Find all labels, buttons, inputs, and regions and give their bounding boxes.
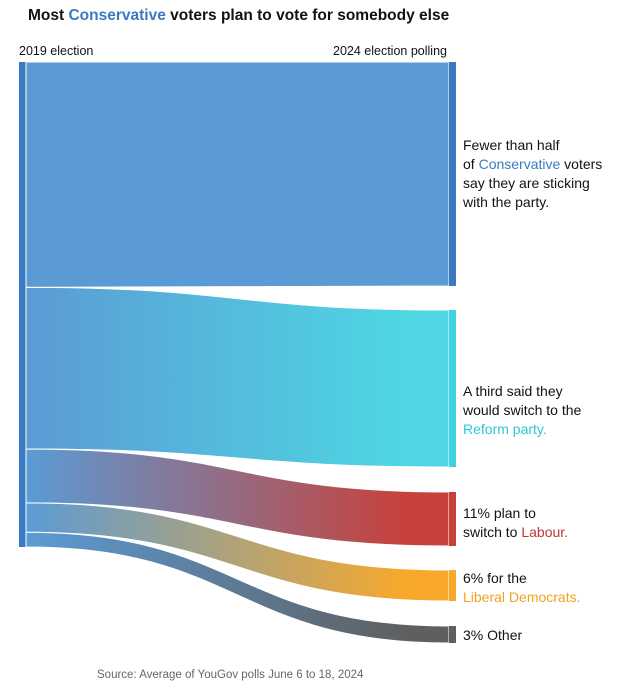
node-2019-conservative (19, 62, 26, 547)
annotation-labour: 11% plan to switch to Labour. (463, 505, 569, 540)
left-column-label: 2019 election (19, 44, 94, 58)
node-2024-reform (449, 310, 456, 467)
right-column-label: 2024 election polling (333, 44, 447, 58)
title-suffix: voters plan to vote for somebody else (165, 7, 450, 24)
node-2024-conservative (449, 62, 456, 286)
annotation-reform: A third said they would switch to the Re… (463, 383, 582, 437)
flow-conservative (25, 61, 450, 288)
flow-reform (25, 286, 450, 468)
annotation-libdem: 6% for the Liberal Democrats. (463, 570, 581, 605)
node-2024-libdem (449, 570, 456, 601)
node-2024-other (449, 626, 456, 643)
annotation-conservative: Fewer than half of Conservative voters s… (463, 137, 603, 210)
title-prefix: Most (28, 7, 69, 24)
annotation-other: 3% Other (463, 627, 523, 643)
source-note: Source: Average of YouGov polls June 6 t… (97, 669, 364, 681)
node-2024-labour (449, 492, 456, 546)
chart-title: Most Conservative voters plan to vote fo… (28, 7, 449, 25)
title-highlight: Conservative (68, 7, 166, 24)
